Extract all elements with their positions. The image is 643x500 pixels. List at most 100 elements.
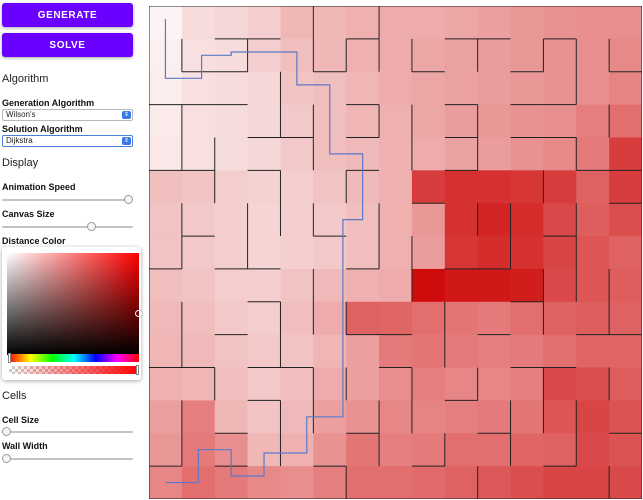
slider-thumb[interactable] <box>87 222 97 231</box>
slider-thumb[interactable] <box>2 454 11 463</box>
maze-cell <box>609 137 642 171</box>
maze-cell <box>411 203 446 237</box>
maze-cell <box>510 367 544 401</box>
slider-thumb[interactable] <box>2 427 11 436</box>
cell-size-label: Cell Size <box>2 415 40 425</box>
maze-cell <box>477 301 512 336</box>
maze-canvas[interactable] <box>149 6 642 499</box>
solve-button[interactable]: SOLVE <box>2 33 133 57</box>
animation-speed-slider[interactable] <box>2 195 133 205</box>
maze-cell <box>149 334 183 369</box>
hue-slider[interactable] <box>8 353 139 363</box>
maze-cell <box>313 170 347 204</box>
solution-algorithm-label: Solution Algorithm <box>2 124 83 134</box>
maze-cell <box>313 268 347 303</box>
maze-cell <box>510 433 544 467</box>
maze-cell <box>313 334 347 369</box>
maze-cell <box>477 400 512 434</box>
maze-cell <box>379 104 413 138</box>
wall-width-label: Wall Width <box>2 441 48 451</box>
maze-cell <box>609 104 642 138</box>
maze-cell <box>576 203 610 237</box>
maze-cell <box>609 400 642 434</box>
maze-cell <box>346 6 380 40</box>
maze-cell <box>247 301 281 336</box>
solution-algorithm-select[interactable]: Dijkstra ⇕ <box>2 135 133 147</box>
maze-cell <box>609 334 642 369</box>
generation-algorithm-select[interactable]: Wilson's ⇕ <box>2 109 133 121</box>
maze-cell <box>477 137 512 171</box>
maze-cell <box>280 334 314 369</box>
maze-cell <box>149 367 183 401</box>
saturation-area[interactable] <box>7 253 142 355</box>
maze-cell <box>247 170 281 204</box>
maze-cell <box>280 6 314 40</box>
animation-speed-label: Animation Speed <box>2 182 76 192</box>
maze-cell <box>543 268 577 303</box>
maze-cell <box>576 236 610 270</box>
maze-cell <box>149 137 183 171</box>
maze-cell <box>214 104 249 138</box>
alpha-handle[interactable] <box>136 365 139 375</box>
maze-cell <box>510 400 544 434</box>
maze-cell <box>181 334 216 369</box>
maze-cell <box>609 433 642 467</box>
maze-cell <box>444 334 479 369</box>
maze-cell <box>411 6 446 40</box>
maze-cell <box>379 71 413 106</box>
maze-cell <box>444 71 479 106</box>
maze-cell <box>346 466 380 499</box>
saturation-handle[interactable] <box>135 310 142 317</box>
select-arrows-icon: ⇕ <box>122 111 131 119</box>
maze-cell <box>477 367 512 401</box>
maze-cell <box>313 6 347 40</box>
maze-cell <box>313 367 347 401</box>
maze-cell <box>411 400 446 434</box>
maze-cell <box>379 137 413 171</box>
maze-cell <box>510 170 544 204</box>
maze-cell <box>247 367 281 401</box>
maze-cell <box>280 170 314 204</box>
maze-cell <box>214 6 249 40</box>
generate-button[interactable]: GENERATE <box>2 3 133 27</box>
distance-color-picker[interactable] <box>2 247 142 380</box>
maze-cell <box>543 367 577 401</box>
maze-cell <box>280 433 314 467</box>
maze-cell <box>181 170 216 204</box>
maze-cell <box>576 466 610 499</box>
maze-cell <box>214 301 249 336</box>
hue-handle[interactable] <box>8 353 11 363</box>
maze-cell <box>477 170 512 204</box>
maze-cell <box>609 268 642 303</box>
maze-cell <box>510 203 544 237</box>
maze-cell <box>313 433 347 467</box>
maze-cell <box>379 6 413 40</box>
alpha-slider[interactable] <box>9 365 139 375</box>
maze-cell <box>346 334 380 369</box>
maze-cell <box>379 268 413 303</box>
slider-thumb[interactable] <box>124 195 133 204</box>
maze-cell <box>444 268 479 303</box>
maze-cell <box>313 301 347 336</box>
maze-cell <box>181 6 216 40</box>
maze-cell <box>181 268 216 303</box>
maze-cell <box>510 236 544 270</box>
maze-cell <box>411 367 446 401</box>
cell-size-slider[interactable] <box>2 427 133 437</box>
generation-algorithm-value: Wilson's <box>6 110 36 119</box>
maze-cell <box>379 466 413 499</box>
maze-cell <box>181 236 216 270</box>
maze-cell <box>280 203 314 237</box>
maze-cell <box>181 301 216 336</box>
maze-cell <box>181 400 216 434</box>
maze-cell <box>247 203 281 237</box>
maze-cell <box>379 334 413 369</box>
maze-cell <box>247 400 281 434</box>
maze-cell <box>181 367 216 401</box>
wall-width-slider[interactable] <box>2 454 133 464</box>
maze-cell <box>543 466 577 499</box>
maze-cell <box>346 71 380 106</box>
canvas-size-slider[interactable] <box>2 222 133 232</box>
maze-cell <box>477 466 512 499</box>
maze-cell <box>576 71 610 106</box>
